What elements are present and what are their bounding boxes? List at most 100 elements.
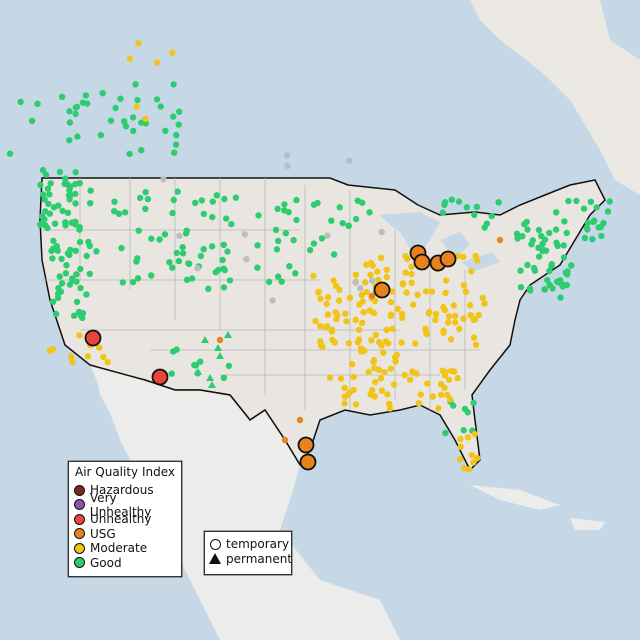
station-dot[interactable]: [336, 286, 343, 293]
station-large[interactable]: [373, 281, 391, 299]
station-dot[interactable]: [521, 221, 528, 228]
station-dot[interactable]: [474, 454, 481, 462]
station-dot[interactable]: [296, 416, 304, 424]
station-dot[interactable]: [142, 189, 149, 196]
station-dot[interactable]: [290, 236, 297, 244]
station-dot[interactable]: [219, 256, 226, 264]
station-dot[interactable]: [117, 95, 124, 102]
station-dot[interactable]: [142, 115, 149, 123]
station-dot[interactable]: [133, 258, 140, 265]
station-dot[interactable]: [269, 297, 276, 304]
station-dot[interactable]: [79, 314, 86, 322]
station-dot[interactable]: [232, 194, 240, 201]
station-dot[interactable]: [471, 211, 478, 219]
station-dot[interactable]: [357, 345, 365, 352]
station-dot[interactable]: [99, 90, 106, 97]
station-dot[interactable]: [73, 298, 81, 306]
station-dot[interactable]: [354, 339, 362, 346]
station-dot[interactable]: [341, 400, 348, 407]
station-dot[interactable]: [445, 376, 453, 383]
station-dot[interactable]: [122, 123, 130, 130]
station-dot[interactable]: [142, 120, 150, 127]
station-dot[interactable]: [6, 150, 14, 157]
station-dot[interactable]: [17, 98, 24, 106]
station-dot[interactable]: [220, 284, 228, 291]
station-dot[interactable]: [293, 196, 300, 204]
station-dot[interactable]: [464, 434, 472, 441]
station-dot[interactable]: [135, 227, 142, 234]
station-dot[interactable]: [58, 93, 66, 101]
station-dot[interactable]: [134, 275, 142, 282]
station-dot[interactable]: [169, 209, 176, 217]
station-dot[interactable]: [284, 162, 291, 170]
station-dot[interactable]: [209, 213, 216, 221]
station-dot[interactable]: [474, 257, 481, 264]
station-dot[interactable]: [72, 190, 79, 198]
station-dot[interactable]: [220, 265, 227, 272]
station-dot[interactable]: [273, 246, 281, 253]
station-dot[interactable]: [310, 240, 318, 247]
station-dot[interactable]: [475, 311, 482, 319]
station-dot[interactable]: [369, 386, 376, 394]
station-dot[interactable]: [374, 268, 381, 275]
station-dot[interactable]: [28, 117, 36, 125]
station-dot[interactable]: [473, 203, 481, 211]
station-dot[interactable]: [224, 248, 231, 255]
station-dot[interactable]: [166, 259, 173, 266]
station-dot[interactable]: [68, 353, 75, 360]
station-dot[interactable]: [265, 278, 273, 286]
station-dot[interactable]: [111, 208, 118, 215]
station-dot[interactable]: [336, 204, 343, 211]
station-triangle[interactable]: [206, 374, 214, 381]
station-dot[interactable]: [335, 297, 343, 304]
station-dot[interactable]: [192, 199, 199, 206]
station-dot[interactable]: [377, 375, 385, 382]
station-dot[interactable]: [84, 353, 92, 360]
station-dot[interactable]: [385, 340, 392, 347]
station-dot[interactable]: [241, 231, 248, 238]
station-dot[interactable]: [451, 312, 459, 319]
station-dot[interactable]: [470, 334, 478, 341]
station-dot[interactable]: [134, 96, 141, 104]
station-dot[interactable]: [133, 103, 140, 111]
station-dot[interactable]: [317, 338, 324, 345]
station-dot[interactable]: [393, 351, 400, 359]
station-dot[interactable]: [200, 246, 207, 253]
station-dot[interactable]: [41, 196, 48, 203]
station-dot[interactable]: [370, 309, 378, 317]
station-dot[interactable]: [200, 210, 207, 218]
station-dot[interactable]: [216, 336, 224, 344]
station-dot[interactable]: [255, 212, 262, 219]
station-dot[interactable]: [188, 275, 196, 282]
station-dot[interactable]: [375, 276, 382, 284]
station-dot[interactable]: [74, 133, 81, 140]
station-dot[interactable]: [535, 244, 542, 251]
station-dot[interactable]: [450, 302, 457, 309]
station-triangle[interactable]: [194, 368, 202, 375]
station-dot[interactable]: [580, 205, 588, 212]
station-dot[interactable]: [173, 249, 180, 257]
station-dot[interactable]: [383, 273, 390, 281]
station-dot[interactable]: [275, 273, 282, 280]
station-dot[interactable]: [115, 210, 123, 217]
station-dot[interactable]: [87, 200, 94, 207]
station-dot[interactable]: [72, 247, 80, 254]
station-dot[interactable]: [208, 243, 216, 250]
station-dot[interactable]: [442, 289, 449, 297]
station-dot[interactable]: [66, 137, 73, 144]
station-dot[interactable]: [56, 168, 64, 176]
station-dot[interactable]: [121, 209, 129, 216]
station-dot[interactable]: [387, 298, 395, 306]
station-dot[interactable]: [56, 273, 63, 280]
station-dot[interactable]: [363, 288, 370, 296]
station-dot[interactable]: [424, 380, 431, 387]
station-dot[interactable]: [563, 281, 571, 289]
station-dot[interactable]: [312, 317, 319, 325]
station-dot[interactable]: [58, 280, 66, 287]
station-dot[interactable]: [77, 284, 84, 292]
station-dot[interactable]: [64, 181, 71, 188]
station-dot[interactable]: [171, 149, 178, 156]
station-dot[interactable]: [581, 234, 589, 242]
station-dot[interactable]: [96, 344, 103, 351]
station-dot[interactable]: [466, 302, 474, 309]
